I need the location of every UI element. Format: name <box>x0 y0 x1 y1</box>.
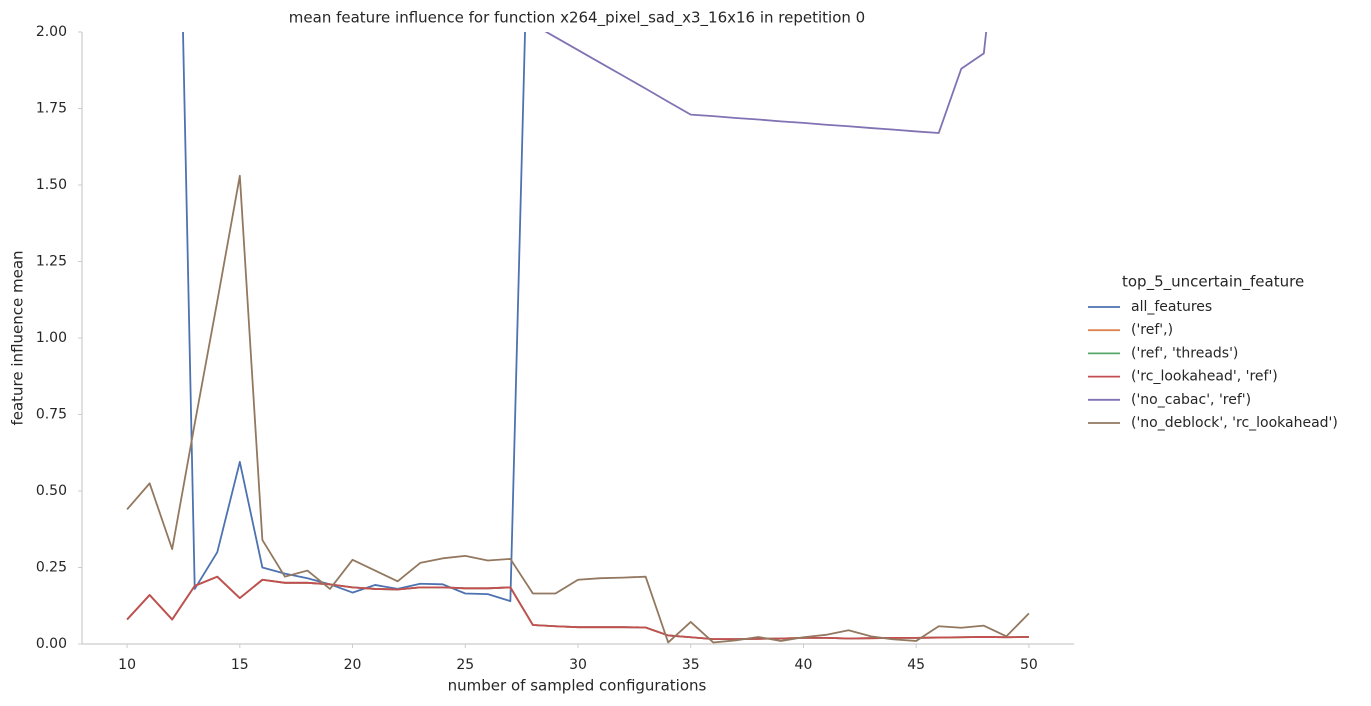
x-tick-label: 10 <box>118 657 136 673</box>
y-tick-label: 0.50 <box>36 483 67 499</box>
x-tick-label: 35 <box>682 657 700 673</box>
y-tick-label: 1.00 <box>36 330 67 346</box>
y-tick-label: 1.75 <box>36 101 67 117</box>
x-tick-label: 25 <box>456 657 474 673</box>
y-tick-label: 0.75 <box>36 407 67 423</box>
legend-title: top_5_uncertain_feature <box>1122 273 1304 292</box>
series-line <box>126 575 1029 641</box>
legend-label: ('no_deblock', 'rc_lookahead') <box>1131 415 1338 431</box>
series-line <box>126 174 1030 644</box>
y-tick-label: 2.00 <box>36 24 67 40</box>
x-tick-label: 40 <box>795 657 813 673</box>
y-tick-label: 1.50 <box>36 177 67 193</box>
x-tick-label: 50 <box>1020 657 1038 673</box>
series-line <box>544 32 988 134</box>
chart-title: mean feature influence for function x264… <box>289 9 865 28</box>
series-line <box>126 575 1029 641</box>
series-line <box>182 32 526 603</box>
x-tick-label: 15 <box>231 657 249 673</box>
legend-label: ('rc_lookahead', 'ref') <box>1131 369 1278 385</box>
legend-label: ('ref',) <box>1131 322 1173 338</box>
plot-area <box>126 32 1030 644</box>
legend-label: ('ref', 'threads') <box>1131 345 1238 361</box>
x-tick-label: 45 <box>907 657 925 673</box>
x-tick-label: 30 <box>569 657 587 673</box>
legend-label: ('no_cabac', 'ref') <box>1131 392 1251 408</box>
y-axis-label: feature influence mean <box>9 250 27 425</box>
y-tick-label: 0.25 <box>36 560 67 576</box>
y-tick-label: 1.25 <box>36 254 67 270</box>
y-tick-label: 0.00 <box>36 636 67 652</box>
series-line <box>126 575 1029 641</box>
x-tick-label: 20 <box>344 657 362 673</box>
legend-label: all_features <box>1131 299 1212 315</box>
x-axis-label: number of sampled configurations <box>448 677 707 695</box>
